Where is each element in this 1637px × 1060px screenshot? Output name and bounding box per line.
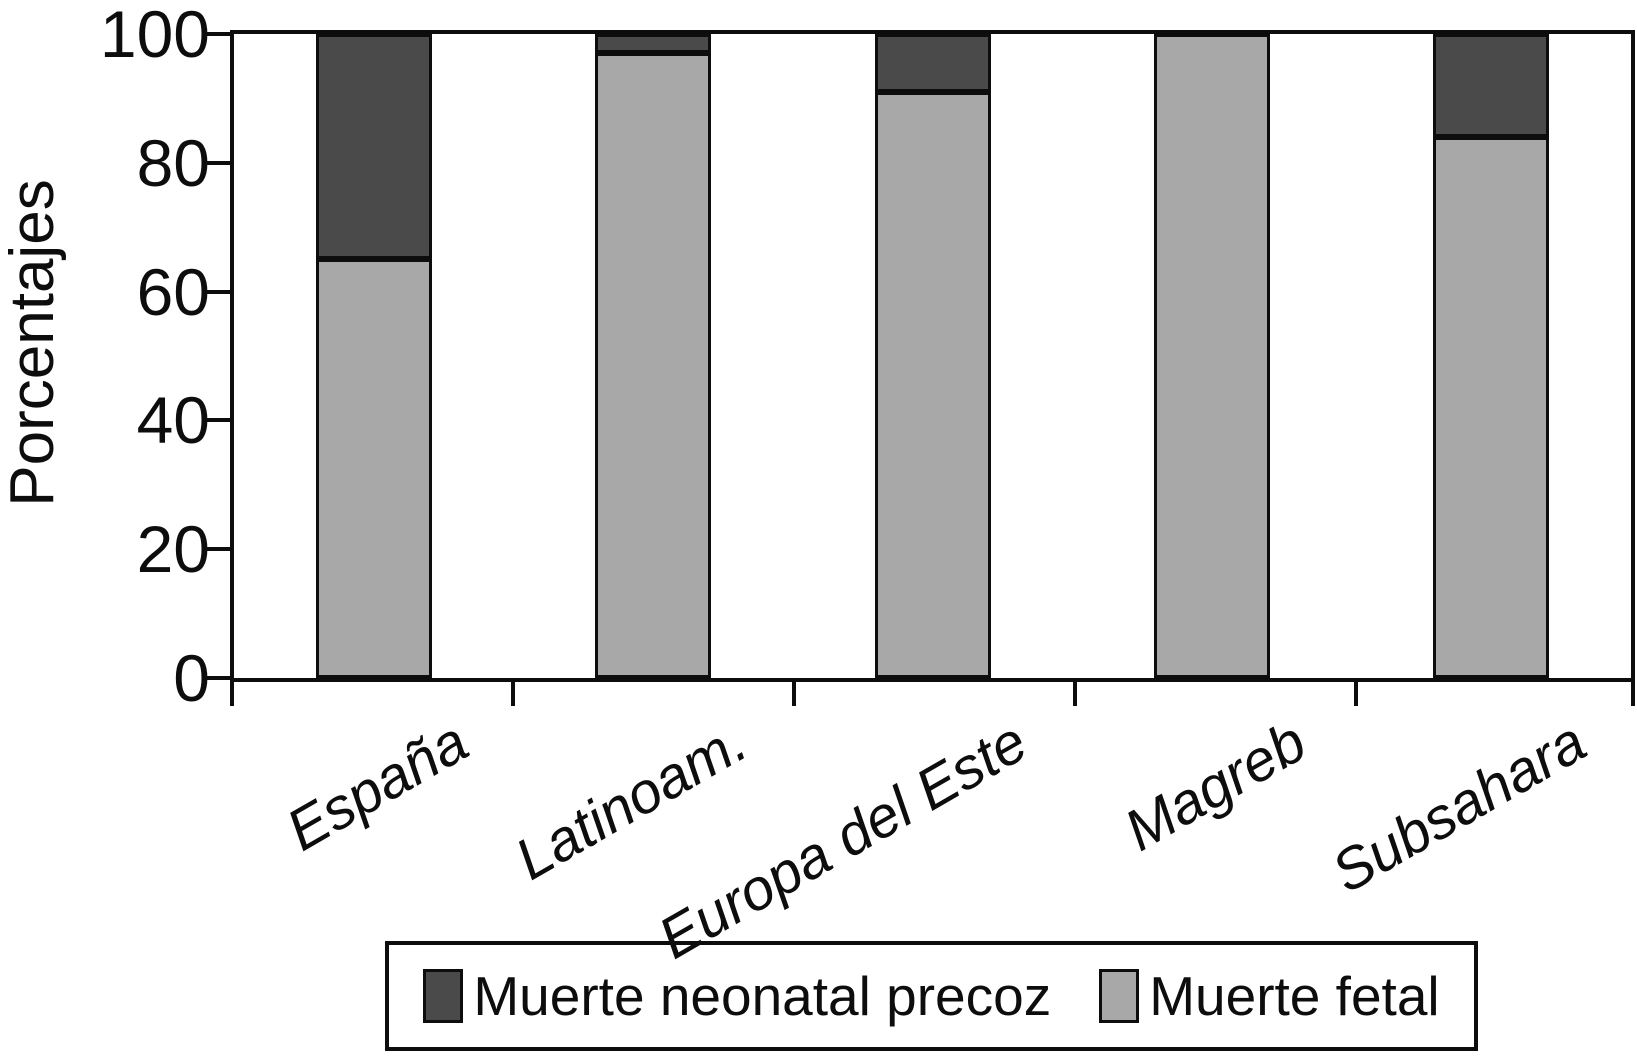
x-tick-label: Magreb [1114,708,1317,864]
y-tick-mark [206,418,230,423]
bar-segment-fetal [874,91,991,678]
legend-label-neonatal: Muerte neonatal precoz [473,965,1052,1027]
x-tick-label: España [275,708,479,864]
bar-segment-neonatal [1433,34,1550,138]
bar-segment-neonatal [595,34,712,54]
legend-item-neonatal: Muerte neonatal precoz [423,964,1051,1028]
bar-segment-fetal [1433,137,1550,678]
y-tick-mark [206,160,230,165]
plot-area [230,30,1635,682]
bar-segment-neonatal [315,34,432,260]
y-axis-title: Porcentajes [0,179,67,507]
y-tick-mark [206,32,230,36]
y-tick-mark [206,547,230,552]
y-tick-label: 100 [99,0,210,71]
x-tick-mark [1073,680,1077,706]
legend-swatch-neonatal-icon [423,969,464,1023]
y-tick-label: 20 [136,512,210,587]
x-tick-label: Subsahara [1320,708,1597,906]
bar-segment-neonatal [874,34,991,92]
y-tick-label: 40 [136,383,210,458]
legend: Muerte neonatal precoz Muerte fetal [385,941,1478,1051]
y-tick-label: 0 [173,641,210,715]
bar-segment-fetal [595,53,712,678]
bar-segment-fetal [315,259,432,678]
y-tick-label: 60 [136,254,210,329]
bar-segment-fetal [1153,34,1270,678]
y-tick-label: 80 [136,125,210,200]
x-tick-mark [1354,680,1358,706]
x-tick-mark [1631,680,1635,706]
legend-item-fetal: Muerte fetal [1099,964,1440,1028]
x-tick-mark [230,680,234,706]
x-tick-mark [792,680,796,706]
legend-label-fetal: Muerte fetal [1149,965,1440,1027]
y-tick-mark [206,676,230,680]
legend-swatch-fetal-icon [1099,969,1140,1023]
y-tick-mark [206,289,230,294]
x-tick-mark [511,680,515,706]
x-tick-label: Latinoam. [505,708,759,893]
